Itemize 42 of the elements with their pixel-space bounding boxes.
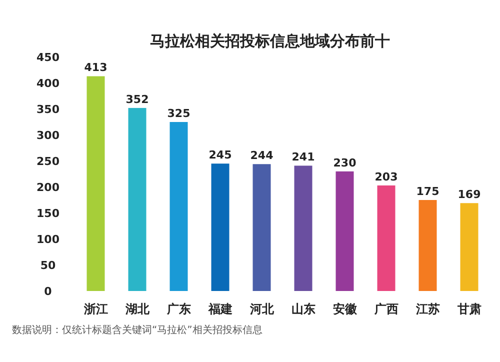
bar	[294, 166, 312, 291]
bar	[336, 171, 354, 291]
y-tick-label: 400	[36, 77, 60, 90]
x-tick-label: 福建	[207, 302, 232, 316]
x-tick-label: 广东	[166, 302, 191, 316]
bar	[128, 108, 146, 291]
text: 数据说明：仅统计标题含关键词“马拉松”相关招投标信息	[12, 324, 262, 336]
x-tick-label: 浙江	[82, 302, 108, 316]
data-label: 245	[208, 148, 232, 162]
data-label: 169	[458, 188, 481, 202]
data-label: 413	[84, 61, 108, 74]
y-tick-label: 350	[36, 103, 60, 116]
bar	[252, 164, 271, 291]
y-tick-label: 50	[40, 259, 56, 272]
data-label: 241	[292, 150, 315, 164]
data-label: 352	[126, 92, 149, 106]
x-tick-label: 河北	[248, 302, 275, 316]
bar	[170, 122, 188, 291]
bar	[460, 203, 478, 291]
data-label: 175	[416, 185, 440, 198]
bar	[211, 164, 230, 291]
x-tick-label: 甘肃	[456, 302, 482, 316]
bar	[86, 76, 105, 291]
y-tick-label: 450	[36, 51, 60, 64]
data-label: 230	[333, 156, 357, 170]
data-label: 244	[250, 149, 274, 162]
y-tick-label: 300	[36, 129, 60, 142]
bar	[418, 200, 437, 291]
data-label: 325	[167, 107, 190, 120]
bar	[377, 185, 396, 291]
y-tick-label: 250	[36, 155, 60, 168]
y-tick-label: 0	[44, 285, 52, 298]
x-tick-label: 山东	[291, 302, 316, 316]
y-tick-label: 150	[36, 207, 60, 220]
x-tick-label: 湖北	[124, 302, 150, 316]
x-tick-label: 江苏	[414, 302, 440, 316]
x-tick-label: 广西	[373, 302, 398, 316]
data-label: 203	[374, 170, 398, 184]
x-tick-label: 安徽	[332, 302, 358, 316]
chart-title: 马拉松相关招投标信息地域分布前十	[150, 32, 390, 50]
y-tick-label: 200	[36, 181, 60, 194]
y-tick-label: 100	[36, 233, 60, 246]
